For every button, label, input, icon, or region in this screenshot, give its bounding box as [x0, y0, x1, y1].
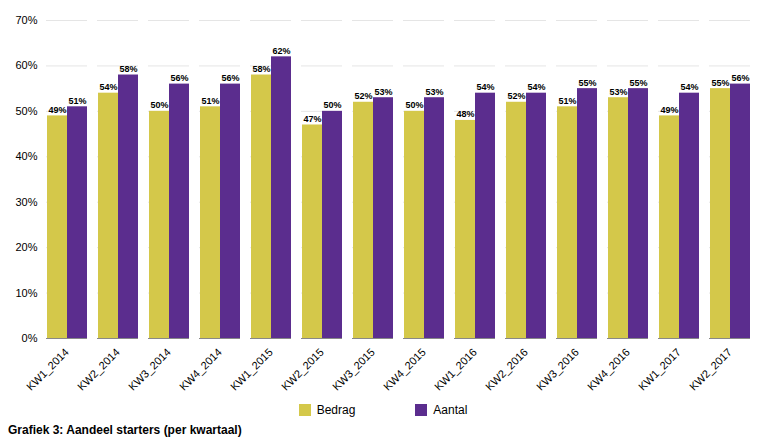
svg-text:53%: 53%: [609, 87, 627, 97]
svg-text:KW2_2014: KW2_2014: [75, 346, 122, 393]
svg-text:70%: 70%: [15, 14, 37, 26]
svg-text:50%: 50%: [150, 100, 168, 110]
svg-text:10%: 10%: [15, 287, 37, 299]
svg-text:56%: 56%: [221, 73, 239, 83]
svg-text:49%: 49%: [48, 105, 66, 115]
svg-text:54%: 54%: [680, 82, 698, 92]
svg-text:51%: 51%: [201, 96, 219, 106]
svg-text:KW3_2015: KW3_2015: [330, 346, 377, 393]
html-text:Aantal: Aantal: [433, 403, 468, 417]
svg-text:KW1_2016: KW1_2016: [432, 346, 479, 393]
svg-text:53%: 53%: [425, 87, 443, 97]
svg-text:55%: 55%: [578, 78, 596, 88]
svg-text:54%: 54%: [476, 82, 494, 92]
svg-text:KW4_2015: KW4_2015: [381, 346, 428, 393]
svg-text:48%: 48%: [456, 109, 474, 119]
svg-text:55%: 55%: [711, 78, 729, 88]
svg-text:54%: 54%: [527, 82, 545, 92]
html-text:Bedrag: Bedrag: [316, 403, 356, 417]
svg-text:30%: 30%: [15, 196, 37, 208]
svg-text:47%: 47%: [303, 114, 321, 124]
svg-text:62%: 62%: [272, 46, 290, 56]
svg-text:54%: 54%: [99, 82, 117, 92]
svg-text:51%: 51%: [558, 96, 576, 106]
svg-text:40%: 40%: [15, 150, 37, 162]
svg-text:KW1_2015: KW1_2015: [228, 346, 275, 393]
svg-text:KW1_2017: KW1_2017: [636, 346, 683, 393]
svg-text:52%: 52%: [354, 91, 372, 101]
svg-text:KW2_2016: KW2_2016: [483, 346, 530, 393]
svg-text:KW3_2016: KW3_2016: [534, 346, 581, 393]
svg-text:49%: 49%: [660, 105, 678, 115]
svg-text:20%: 20%: [15, 241, 37, 253]
svg-text:52%: 52%: [507, 91, 525, 101]
svg-text:0%: 0%: [22, 332, 38, 344]
svg-text:50%: 50%: [15, 105, 37, 117]
svg-text:50%: 50%: [405, 100, 423, 110]
svg-text:KW4_2016: KW4_2016: [585, 346, 632, 393]
svg-text:56%: 56%: [731, 73, 749, 83]
svg-text:60%: 60%: [15, 59, 37, 71]
svg-text:KW3_2014: KW3_2014: [126, 346, 173, 393]
svg-text:58%: 58%: [119, 64, 137, 74]
svg-text:56%: 56%: [170, 73, 188, 83]
svg-text:55%: 55%: [629, 78, 647, 88]
svg-text:50%: 50%: [323, 100, 341, 110]
svg-text:58%: 58%: [252, 64, 270, 74]
svg-text:51%: 51%: [68, 96, 86, 106]
svg-text:KW1_2014: KW1_2014: [24, 346, 71, 393]
svg-text:KW2_2015: KW2_2015: [279, 346, 326, 393]
html-text:Grafiek 3: Aandeel starters (p: Grafiek 3: Aandeel starters (per kwartaa…: [8, 423, 242, 437]
svg-text:KW4_2014: KW4_2014: [177, 346, 224, 393]
svg-text:53%: 53%: [374, 87, 392, 97]
svg-text:KW2_2017: KW2_2017: [687, 346, 734, 393]
